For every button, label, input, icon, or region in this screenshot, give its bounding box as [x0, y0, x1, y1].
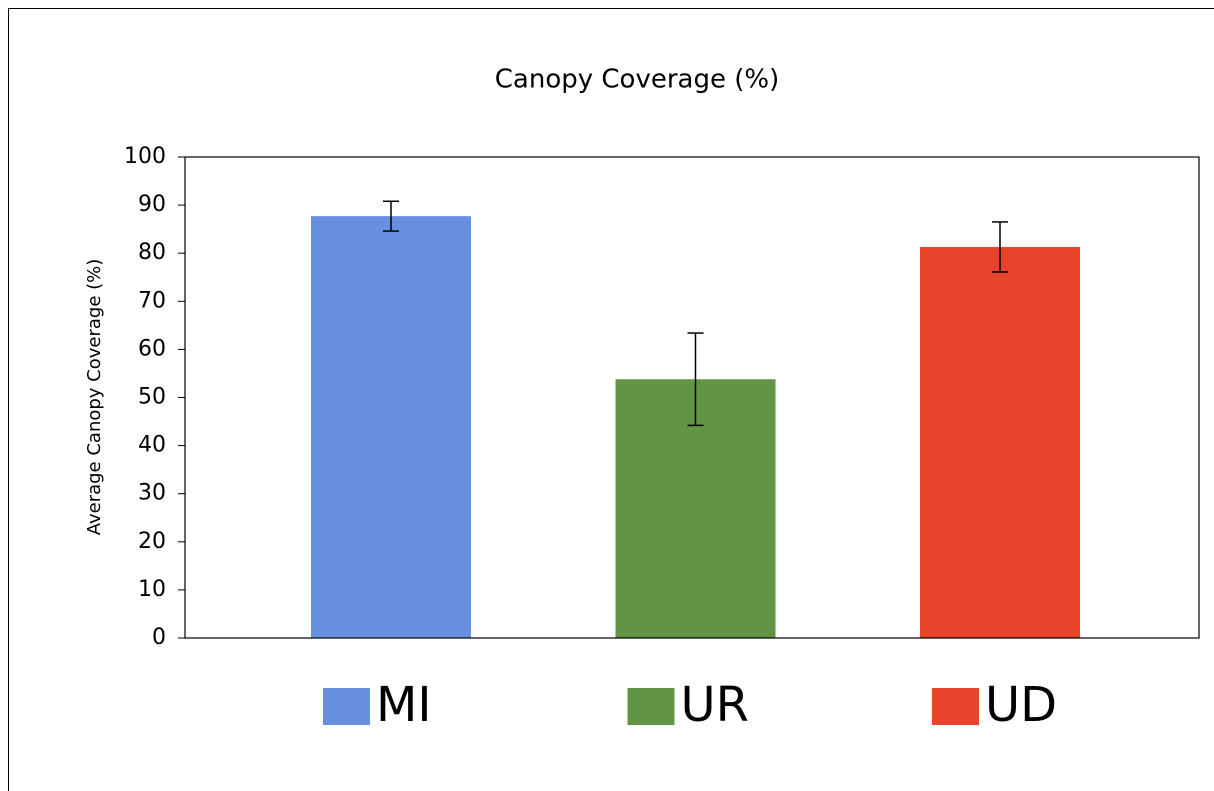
y-axis-label: Average Canopy Coverage (%): [84, 259, 105, 536]
y-tick-label: 10: [138, 577, 166, 602]
chart-title: Canopy Coverage (%): [495, 65, 779, 95]
legend-label: MI: [376, 677, 432, 733]
bar: [311, 216, 471, 638]
y-tick-label: 20: [138, 529, 166, 554]
y-tick-label: 60: [138, 336, 166, 361]
legend-label: UR: [681, 677, 749, 733]
y-tick-label: 70: [138, 288, 166, 313]
legend-label: UD: [985, 677, 1057, 733]
bar: [920, 246, 1080, 638]
y-tick-label: 80: [138, 240, 166, 265]
frame: [8, 8, 1214, 791]
y-tick-label: 100: [124, 144, 166, 169]
legend-swatch: [323, 688, 370, 725]
y-tick-label: 90: [138, 192, 166, 217]
legend-swatch: [627, 688, 675, 725]
y-tick-label: 0: [152, 625, 166, 650]
legend-swatch: [932, 688, 979, 725]
y-tick-label: 50: [138, 385, 166, 410]
y-tick-label: 40: [138, 433, 166, 458]
plot-area: [184, 156, 1200, 639]
y-tick-label: 30: [138, 481, 166, 506]
